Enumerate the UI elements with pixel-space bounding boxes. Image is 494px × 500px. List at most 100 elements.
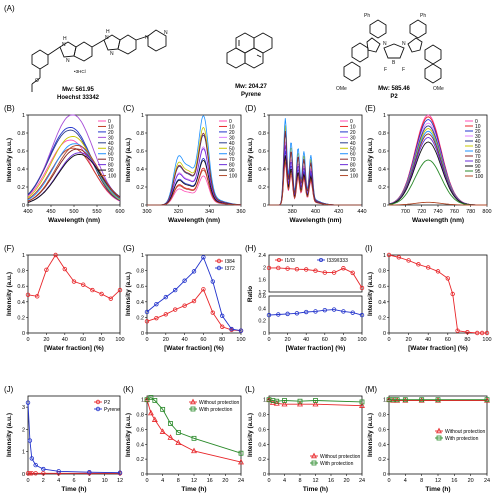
y-tick-label: 0.4	[136, 167, 144, 173]
y-tick-label: 0	[263, 203, 266, 209]
x-tick-label: 60	[80, 337, 86, 343]
data-point	[191, 298, 197, 304]
data-point	[172, 287, 178, 293]
data-point	[175, 429, 181, 435]
series-line	[27, 136, 121, 201]
y-axis-label: Intensity (a.u.)	[6, 138, 13, 182]
data-point	[154, 315, 159, 321]
y-tick-label: 0.4	[136, 300, 144, 306]
y-tick-label: 0	[141, 472, 144, 478]
data-point	[274, 398, 280, 404]
x-tick-label: 600	[115, 209, 124, 215]
x-axis-label: [Water fraction] (%)	[164, 345, 224, 352]
data-point	[152, 398, 158, 403]
data-point	[154, 301, 159, 307]
series-line	[27, 145, 121, 202]
panel-label: (H)	[245, 244, 256, 253]
legend-label: With protection	[445, 436, 479, 442]
data-point	[313, 309, 318, 314]
x-tick-label: 8	[298, 478, 301, 484]
legend-label: 80	[350, 163, 356, 169]
legend-label: 60	[475, 149, 481, 155]
data-point	[282, 398, 287, 403]
data-point	[276, 312, 281, 317]
y-axis-label: Intensity (a.u.)	[367, 138, 374, 182]
data-point	[151, 416, 158, 422]
data-point	[167, 434, 174, 440]
x-tick-label: 60	[445, 337, 451, 343]
data-point	[71, 279, 77, 284]
plot-frame	[388, 254, 488, 334]
data-point	[144, 309, 150, 315]
legend-label: With protection	[320, 461, 354, 467]
y-tick-label: 1	[141, 113, 144, 119]
data-point	[27, 438, 33, 443]
y-tick-label: 0.2	[17, 185, 25, 191]
y-tick-label: 1	[263, 398, 266, 404]
x-tick-label: 550	[92, 209, 101, 215]
data-point	[41, 466, 46, 472]
y-tick-label: 0.6	[136, 284, 144, 290]
svg-text:H: H	[63, 36, 67, 42]
chart-l: 0 4 8 12 16 20 24 0 0.2 0.4 0.6 0.8 1 Time (h) Intensi…	[245, 385, 365, 493]
series-line	[146, 288, 242, 332]
svg-text:F: F	[384, 67, 387, 73]
y-tick-label: 0	[22, 203, 25, 209]
data-point	[190, 406, 196, 412]
y-axis-label: Ratio	[247, 286, 254, 302]
x-tick-label: 500	[69, 209, 78, 215]
x-tick-label: 12	[312, 478, 318, 484]
x-axis-label: Wavelength (nm)	[48, 217, 100, 224]
legend-label: I339/I333	[327, 258, 348, 264]
pyrene-structure	[226, 32, 273, 69]
data-point	[311, 460, 317, 466]
y-tick-label: 0.8	[258, 131, 266, 137]
legend-label: 40	[475, 139, 481, 145]
legend-label: With protection	[199, 407, 233, 413]
data-point	[87, 470, 92, 475]
y-tick-label: 0.6	[258, 294, 266, 300]
data-point	[285, 266, 290, 271]
data-point	[294, 266, 300, 272]
y-tick-label: 0.8	[378, 269, 386, 275]
legend-label: 50	[475, 144, 481, 150]
data-point	[238, 328, 244, 333]
data-point	[436, 427, 442, 434]
x-tick-label: 80	[464, 337, 470, 343]
y-tick-label: 0.8	[136, 131, 144, 137]
legend-label: I372	[225, 266, 235, 272]
legend-label: Pyrene	[104, 407, 120, 413]
y-axis-label: Intensity (a.u.)	[367, 413, 374, 457]
x-tick-label: 10	[102, 478, 108, 484]
data-point	[475, 330, 480, 336]
y-tick-label: 1	[383, 253, 386, 259]
data-point	[117, 470, 123, 475]
legend-label: P2	[104, 400, 110, 406]
series-line	[388, 159, 487, 206]
y-tick-label: 0	[141, 331, 144, 337]
y-tick-label: 0	[141, 203, 144, 209]
x-axis-label: Wavelength (nm)	[412, 217, 464, 224]
data-point	[90, 287, 95, 293]
y-tick-label: 0.6	[378, 427, 386, 433]
data-point	[402, 397, 408, 403]
data-point	[285, 311, 290, 317]
data-point	[144, 319, 150, 324]
data-point	[419, 397, 425, 403]
series-line	[27, 402, 121, 474]
series-line	[146, 396, 242, 454]
svg-text:F: F	[402, 67, 405, 73]
data-point	[168, 421, 173, 426]
x-tick-label: 0	[387, 478, 390, 484]
svg-text:N: N	[110, 51, 114, 57]
p2-name: P2	[390, 94, 398, 100]
data-point	[331, 270, 337, 275]
panel-a: (A) HN N HN N NN O •3HCl Mw: 561.95 Hoec…	[4, 4, 444, 101]
hoechst-salt: •3HCl	[74, 69, 86, 74]
legend-label: 10	[229, 124, 235, 130]
data-point	[350, 310, 355, 315]
data-point	[56, 469, 61, 474]
data-point	[426, 265, 431, 270]
